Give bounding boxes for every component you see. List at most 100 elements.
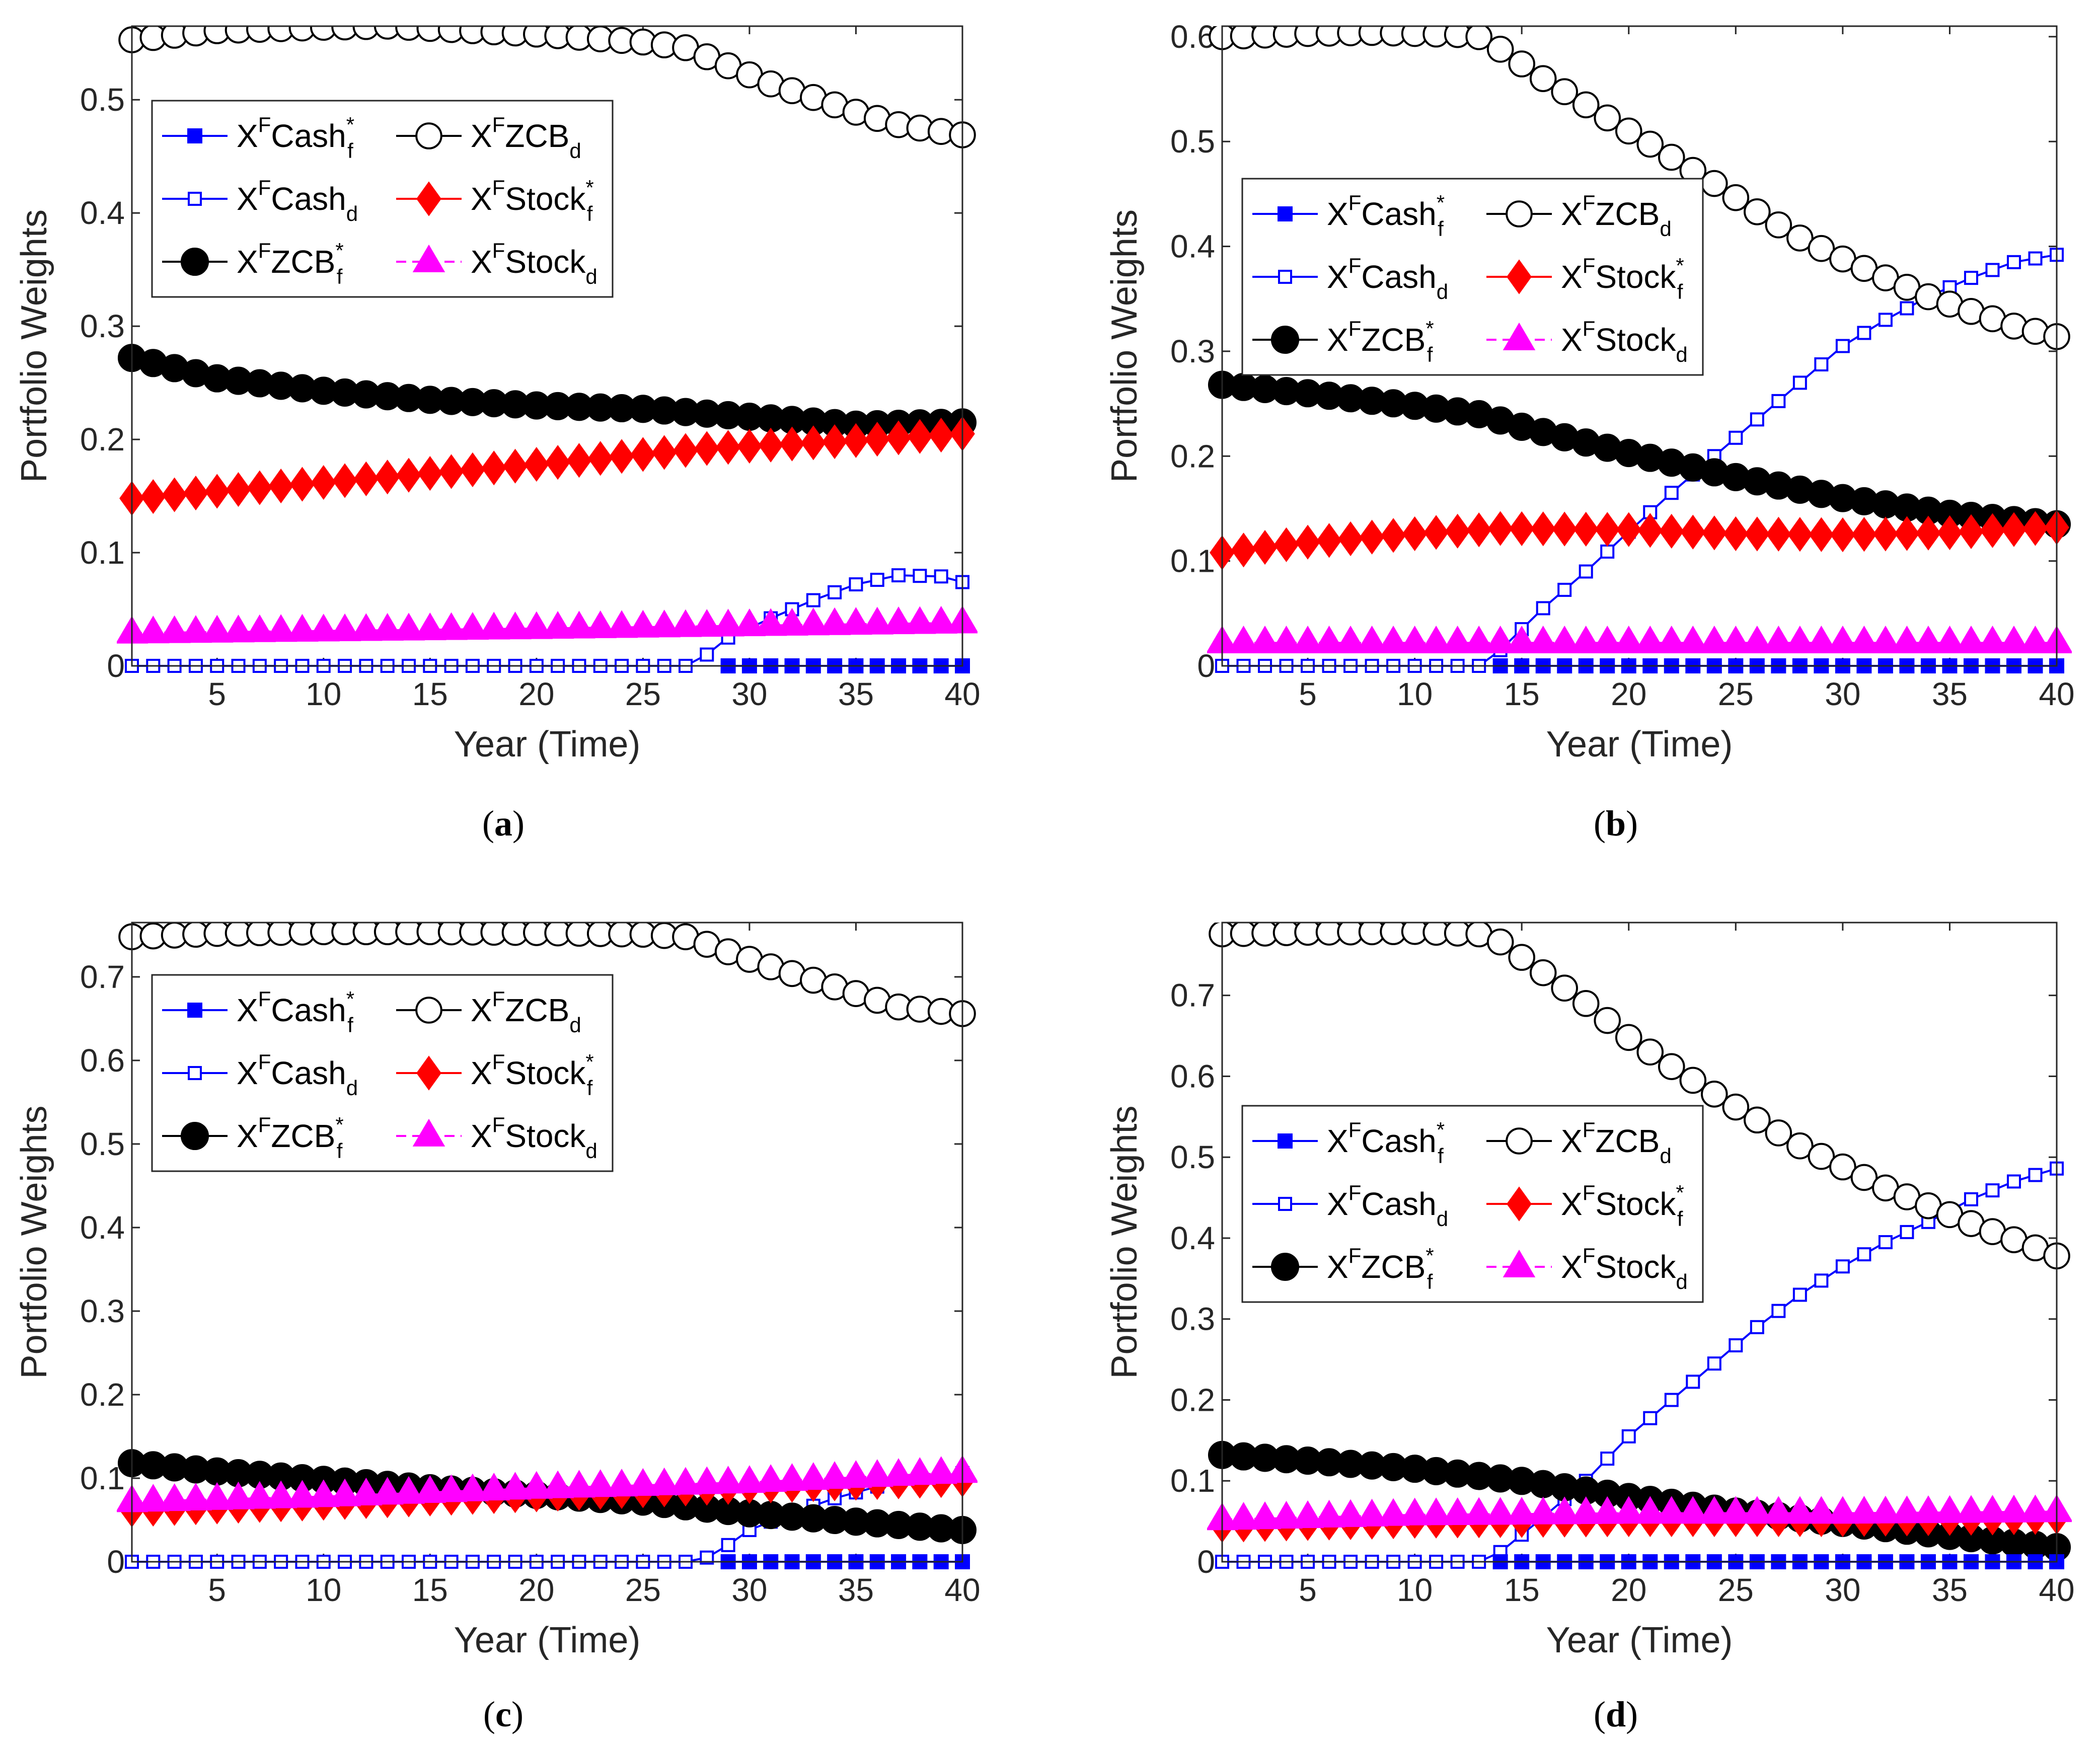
data-point	[1835, 339, 1850, 353]
axes-frame	[1221, 922, 2058, 1563]
data-point	[1270, 1501, 1303, 1529]
data-point	[1805, 625, 1838, 654]
data-point	[1398, 1497, 1431, 1526]
legend-marker	[1506, 200, 1533, 227]
legend-entry-zcb-f: XFZCB* f	[162, 239, 344, 288]
data-point	[1850, 1164, 1878, 1191]
legend-label: XFZCB* f	[237, 1113, 344, 1163]
data-point	[627, 610, 659, 638]
data-point	[828, 585, 842, 599]
y-axis-label: Portfolio Weights	[1104, 1106, 1145, 1379]
data-point	[1573, 511, 1599, 547]
series-zcb-d	[118, 26, 976, 148]
data-point	[1248, 1501, 1282, 1530]
x-tick-label: 10	[1397, 676, 1433, 712]
x-tick-label: 5	[208, 1572, 226, 1608]
legend-label: XFCashd	[237, 176, 358, 225]
data-point	[1677, 1496, 1709, 1524]
data-point	[1291, 1500, 1324, 1528]
series-stock-d	[1207, 1494, 2072, 1531]
data-point	[1616, 512, 1641, 547]
legend-box	[151, 974, 614, 1172]
data-point	[1466, 512, 1492, 548]
data-point	[417, 456, 443, 491]
data-point	[1643, 1411, 1658, 1425]
y-tick-label: 0.5	[1170, 123, 1215, 160]
data-point	[1933, 1495, 1966, 1523]
data-point	[1505, 625, 1538, 654]
legend-box	[1241, 178, 1704, 376]
x-tick-label: 40	[944, 676, 980, 712]
legend-marker	[412, 244, 445, 272]
data-point	[222, 615, 255, 643]
data-point	[1270, 625, 1303, 654]
data-point	[477, 612, 510, 640]
data-point	[1964, 1192, 1978, 1206]
legend-marker	[188, 1066, 202, 1080]
y-tick-label: 0.3	[1170, 1301, 1215, 1337]
y-tick-label: 0.5	[80, 82, 125, 118]
legend-entry-stock-d: XFStockd	[1486, 1244, 1688, 1294]
legend-marker	[415, 122, 442, 149]
data-point	[1851, 517, 1877, 552]
chart-panel-d: 0 0.1 0.2 0.3 0.4 0.5 0.6 0.7 5 10 15 20 25 30 35 40 Yea…	[1104, 922, 2075, 1734]
data-point	[1848, 1496, 1881, 1524]
data-point	[904, 1457, 936, 1485]
data-point	[934, 569, 948, 584]
x-tick-label: 15	[1504, 1572, 1540, 1608]
data-point	[268, 469, 294, 504]
data-point	[1891, 1495, 1923, 1524]
data-point	[1997, 1494, 2031, 1523]
legend-entry-zcb-f: XFZCB* f	[1252, 317, 1434, 366]
legend-marker	[180, 247, 209, 276]
caption-open: (	[1594, 1694, 1606, 1734]
legend-marker	[187, 1003, 202, 1018]
data-point	[1783, 625, 1817, 654]
data-point	[520, 1471, 553, 1499]
legend-box	[1241, 1105, 1704, 1303]
data-point	[1248, 625, 1282, 654]
data-point	[1786, 1132, 1814, 1160]
legend-marker	[1507, 259, 1532, 294]
legend-label: XFCash* f	[1327, 1118, 1445, 1168]
data-point	[700, 647, 714, 662]
data-point	[2001, 512, 2027, 547]
caption-close: )	[511, 1694, 523, 1734]
y-tick-label: 0.4	[1170, 1220, 1215, 1256]
data-point	[1313, 625, 1345, 654]
data-point	[523, 447, 549, 482]
data-point	[691, 609, 723, 637]
data-point	[605, 1469, 638, 1497]
legend-entry-stock-f: XFStock* f	[1486, 1181, 1684, 1231]
data-point	[1419, 1497, 1453, 1526]
data-point	[520, 611, 553, 639]
data-point	[715, 430, 741, 465]
data-point	[1809, 517, 1834, 552]
data-point	[1227, 625, 1260, 654]
x-tick-label: 15	[412, 1572, 448, 1608]
data-point	[226, 472, 251, 507]
data-point	[1441, 1497, 1474, 1525]
data-point	[1291, 625, 1324, 654]
data-point	[928, 417, 954, 453]
data-point	[1633, 1496, 1667, 1524]
data-point	[694, 431, 720, 466]
legend-marker	[1270, 1252, 1300, 1281]
data-point	[1826, 625, 1859, 654]
data-point	[737, 429, 762, 464]
x-tick-label: 25	[625, 1572, 661, 1608]
legend-entry-cash-d: XFCashd	[162, 176, 358, 225]
data-point	[137, 1484, 170, 1512]
data-point	[307, 614, 340, 642]
legend-label: XFStockd	[1561, 1244, 1688, 1294]
legend-marker	[187, 128, 202, 143]
data-point	[563, 611, 595, 639]
x-tick-label: 30	[1825, 1572, 1860, 1608]
x-tick-label: 40	[2039, 1572, 2074, 1608]
x-tick-label: 40	[944, 1572, 980, 1608]
legend-marker	[416, 181, 441, 216]
data-point	[1594, 104, 1621, 132]
x-tick-label: 10	[1397, 1572, 1433, 1608]
y-tick-label: 0.2	[80, 421, 125, 458]
data-point	[1719, 625, 1752, 654]
